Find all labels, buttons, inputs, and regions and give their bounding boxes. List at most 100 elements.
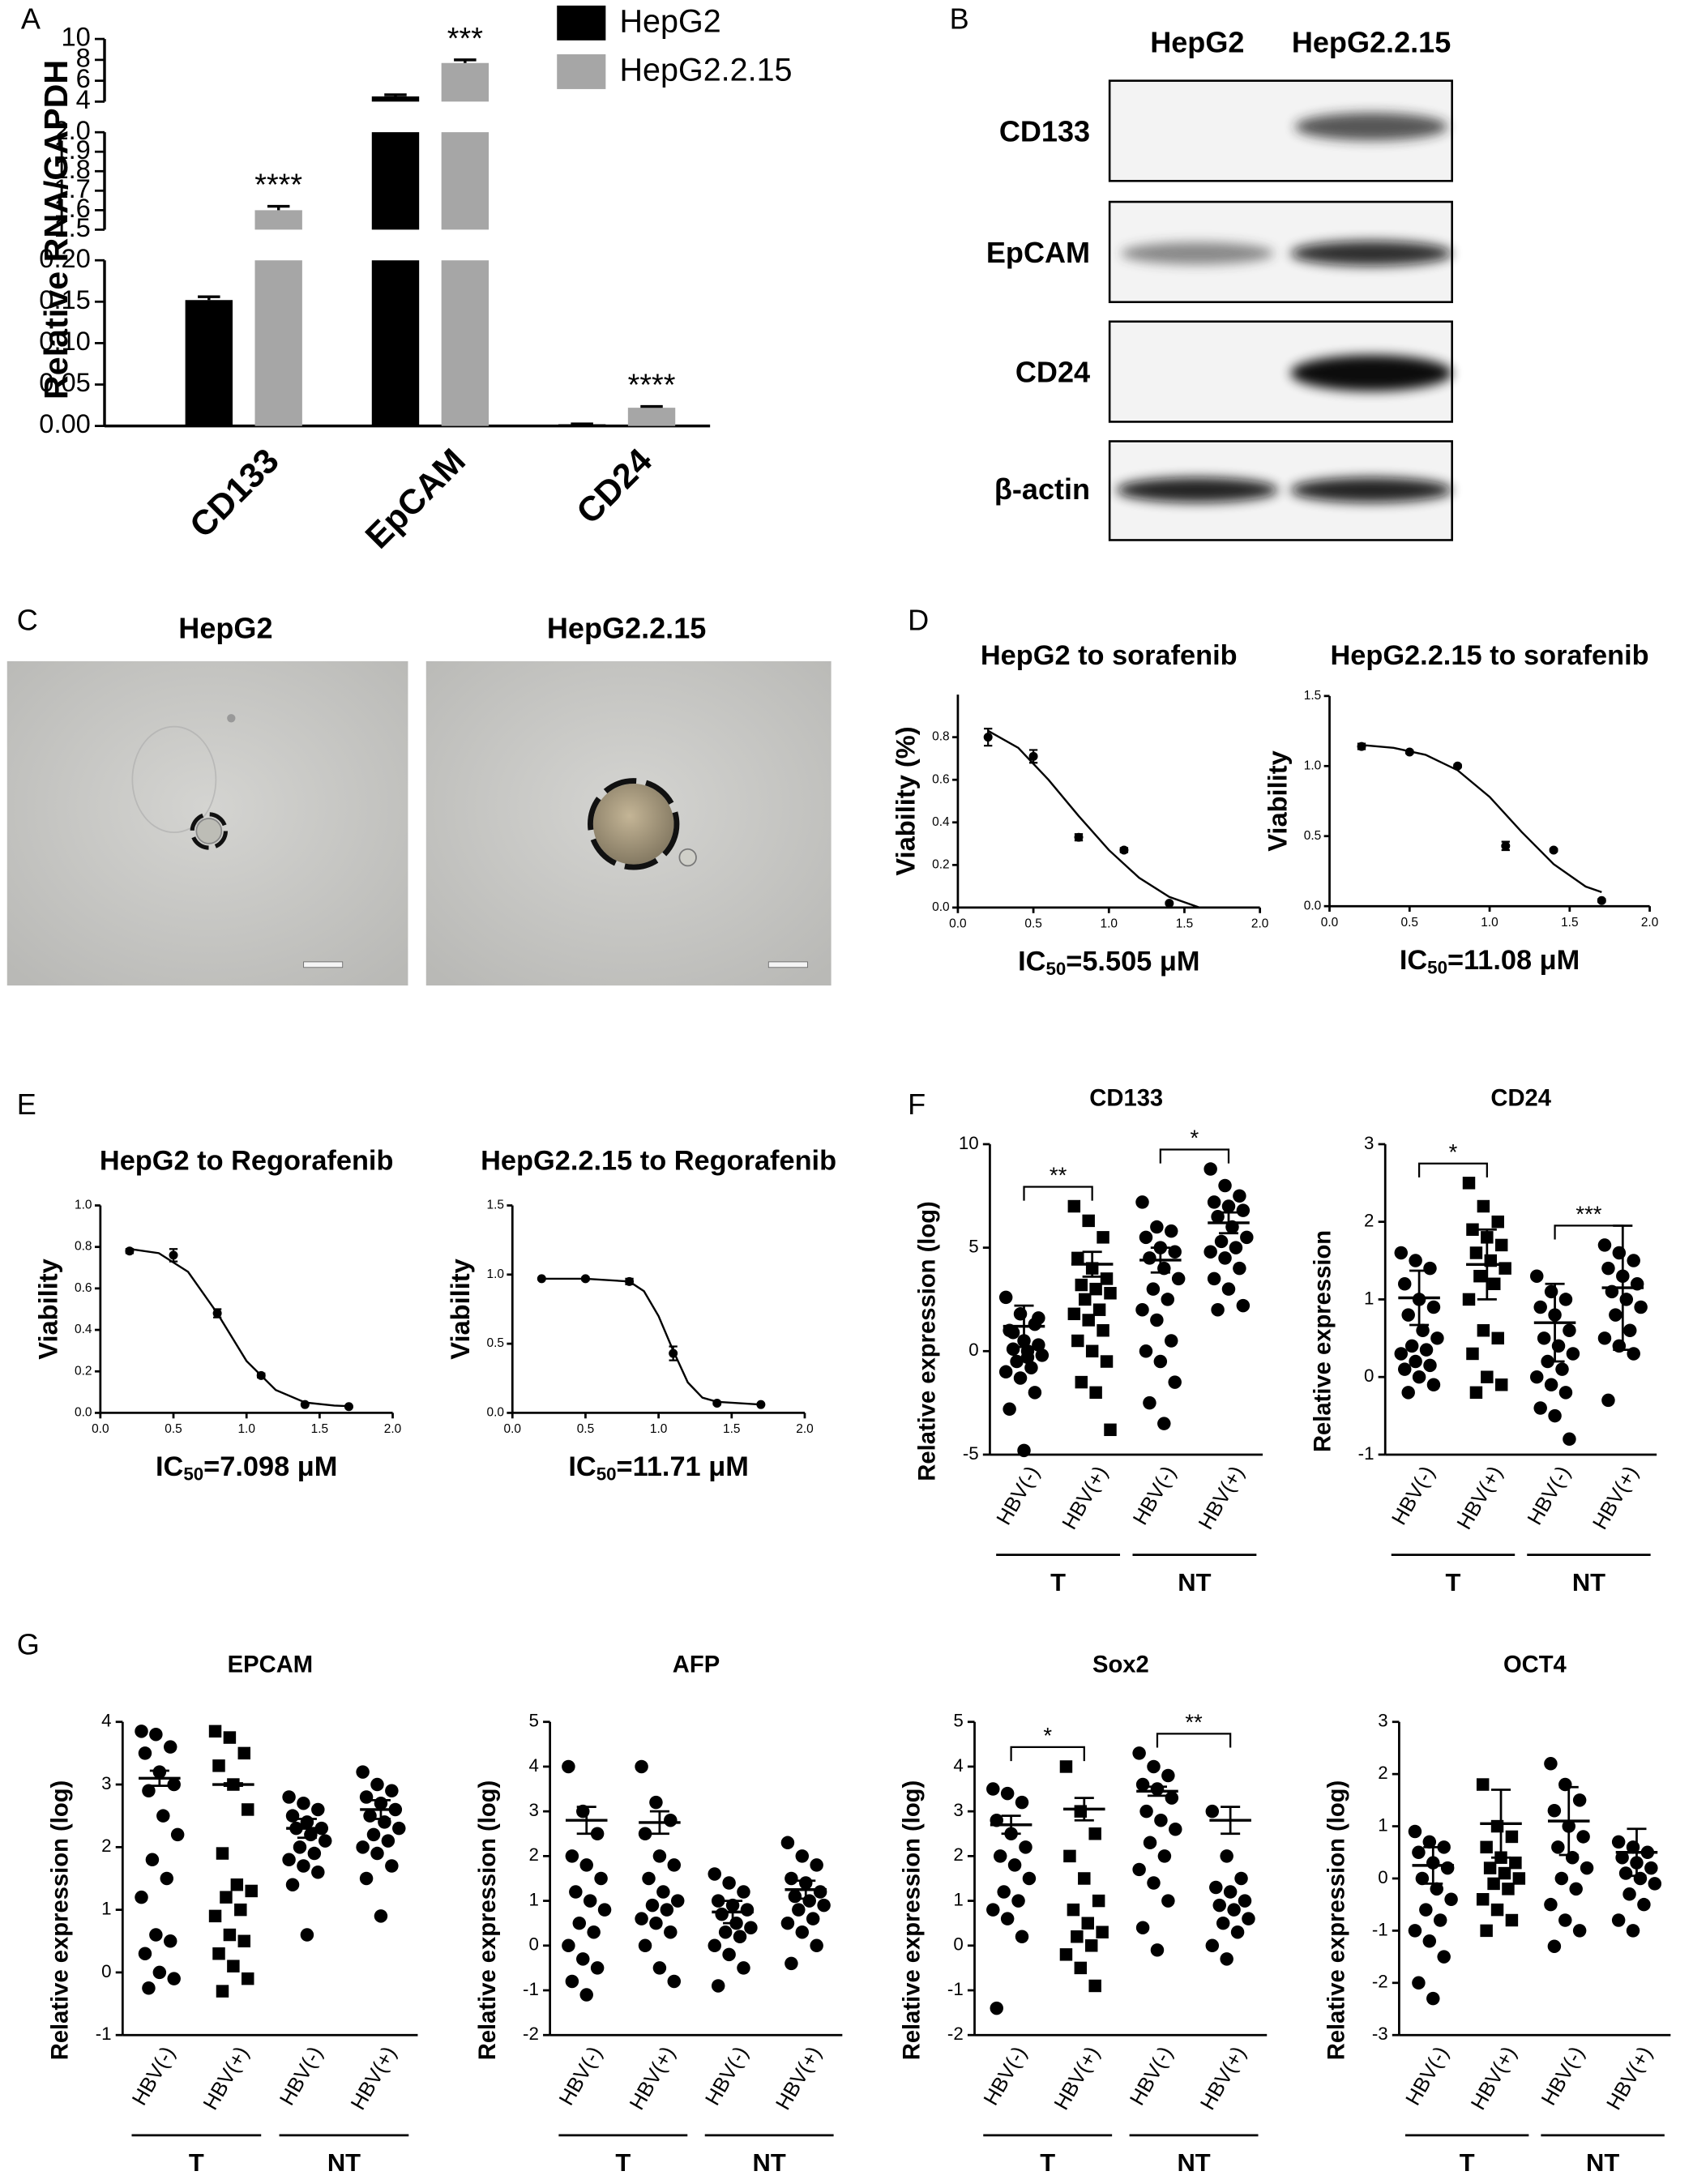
data-point: [576, 1952, 590, 1966]
data-point: [366, 1827, 381, 1842]
ic50-subscript: 50: [1045, 959, 1066, 979]
data-point: [1491, 1331, 1504, 1345]
x-tick-label: 2.0: [384, 1422, 401, 1436]
significance: ***: [447, 22, 483, 56]
data-point: [1544, 1757, 1558, 1771]
y-axis-label: Relative expression (log): [900, 1780, 926, 2061]
data-point: [1147, 1876, 1161, 1890]
ic50-subscript: 50: [1427, 957, 1447, 977]
data-point: [1469, 1246, 1483, 1259]
y-axis-label: Relative expression (log): [1324, 1780, 1350, 2061]
data-point: [1498, 1866, 1511, 1880]
data-point: [1597, 1238, 1612, 1252]
data-point: [1081, 1917, 1094, 1930]
scale-bar: [303, 961, 344, 968]
y-tick-label: 1.9: [53, 135, 90, 165]
x-tick-label: EpCAM: [358, 442, 473, 557]
x-tick-label: HBV(-): [1402, 2043, 1454, 2109]
spheroid: [195, 818, 223, 844]
micrograph-title: HepG2.2.15: [547, 612, 706, 645]
y-tick-label: 0.8: [932, 730, 949, 744]
data-point: [1408, 1924, 1422, 1938]
error-bar: [1477, 1228, 1497, 1301]
y-axis-label: Viability: [445, 1259, 475, 1360]
y-tick-label: 2: [1364, 1211, 1374, 1231]
y-tick-label: 4: [953, 1755, 963, 1776]
data-point: [1168, 1375, 1182, 1389]
y-axis-label: Relative expression: [1310, 1230, 1336, 1452]
data-point: [1013, 1371, 1028, 1385]
x-tick-label: 0.0: [92, 1422, 109, 1436]
y-tick-label: 0.10: [39, 326, 90, 356]
error-bar: [1558, 1785, 1579, 1857]
data-point: [1473, 1269, 1486, 1283]
data-point: [1563, 1432, 1576, 1447]
y-tick-label: 1: [528, 1889, 538, 1909]
data-point: [1171, 1272, 1186, 1286]
y-tick-label: 0.6: [75, 1281, 92, 1295]
y-tick-label: 5: [968, 1236, 978, 1256]
x-tick-label: HBV(-): [980, 2043, 1032, 2109]
data-point: [392, 1821, 406, 1836]
data-point: [1476, 1778, 1490, 1791]
data-point: [744, 1921, 758, 1934]
data-point: [1132, 1746, 1146, 1760]
data-point: [1230, 1925, 1245, 1939]
data-point: [381, 1834, 395, 1848]
data-point: [1401, 1308, 1415, 1322]
data-point: [152, 1965, 167, 1980]
data-point: [1394, 1246, 1409, 1260]
data-point: [580, 1274, 590, 1284]
y-tick-label: 3: [528, 1800, 538, 1820]
micrograph-title: HepG2: [178, 612, 272, 645]
data-point: [740, 1903, 755, 1917]
group-label: NT: [1572, 1568, 1605, 1596]
x-tick-label: 2.0: [1251, 917, 1268, 931]
ic50-value: =11.08 μM: [1447, 945, 1580, 976]
x-tick-label: HBV(-): [276, 2043, 327, 2109]
significance-bracket: [1554, 1224, 1624, 1240]
legend-label: HepG2: [620, 4, 721, 40]
data-point: [145, 1853, 160, 1867]
data-point: [163, 1934, 177, 1948]
data-point: [1509, 1856, 1522, 1870]
panel-label: D: [908, 603, 929, 636]
data-point: [1078, 1872, 1091, 1885]
chart-title: HepG2 to sorafenib: [981, 640, 1238, 671]
error-bar: [649, 1810, 669, 1836]
data-point: [1135, 1302, 1149, 1317]
y-tick-label: 1.0: [1304, 759, 1321, 772]
data-point: [1558, 1386, 1573, 1400]
y-tick-label: 0: [101, 1961, 111, 1981]
data-point: [1481, 1370, 1494, 1383]
data-point: [223, 1731, 237, 1744]
data-point: [385, 1784, 399, 1798]
data-point: [711, 1894, 725, 1908]
data-point: [1150, 1943, 1165, 1957]
y-tick-label: 0.0: [486, 1405, 503, 1419]
panel-label: E: [17, 1088, 36, 1121]
y-tick-label: 0: [953, 1934, 963, 1955]
error-bar: [370, 1798, 391, 1820]
data-point: [997, 1885, 1011, 1899]
x-tick-label: HBV(+): [347, 2043, 401, 2114]
x-tick-label: 1.5: [1561, 916, 1578, 930]
data-point: [1558, 1913, 1572, 1927]
chart-title: EPCAM: [228, 1652, 313, 1678]
x-tick-label: 1.0: [1101, 917, 1118, 931]
data-point: [569, 1885, 583, 1899]
data-point: [223, 1928, 237, 1942]
data-point: [1097, 1324, 1109, 1337]
x-tick-label: HBV(-): [701, 2043, 753, 2109]
y-tick-label: 1.5: [53, 212, 90, 242]
data-point: [1512, 1872, 1526, 1885]
y-tick-label: 0: [1364, 1366, 1374, 1386]
y-tick-label: -1: [947, 1979, 964, 1999]
data-point: [562, 1938, 575, 1953]
fit-curve: [541, 1277, 761, 1406]
data-point: [208, 1909, 222, 1923]
y-tick-label: 1: [1364, 1288, 1374, 1308]
data-point: [1529, 1269, 1544, 1283]
y-tick-label: 10: [62, 22, 91, 52]
data-point: [1236, 1298, 1251, 1313]
